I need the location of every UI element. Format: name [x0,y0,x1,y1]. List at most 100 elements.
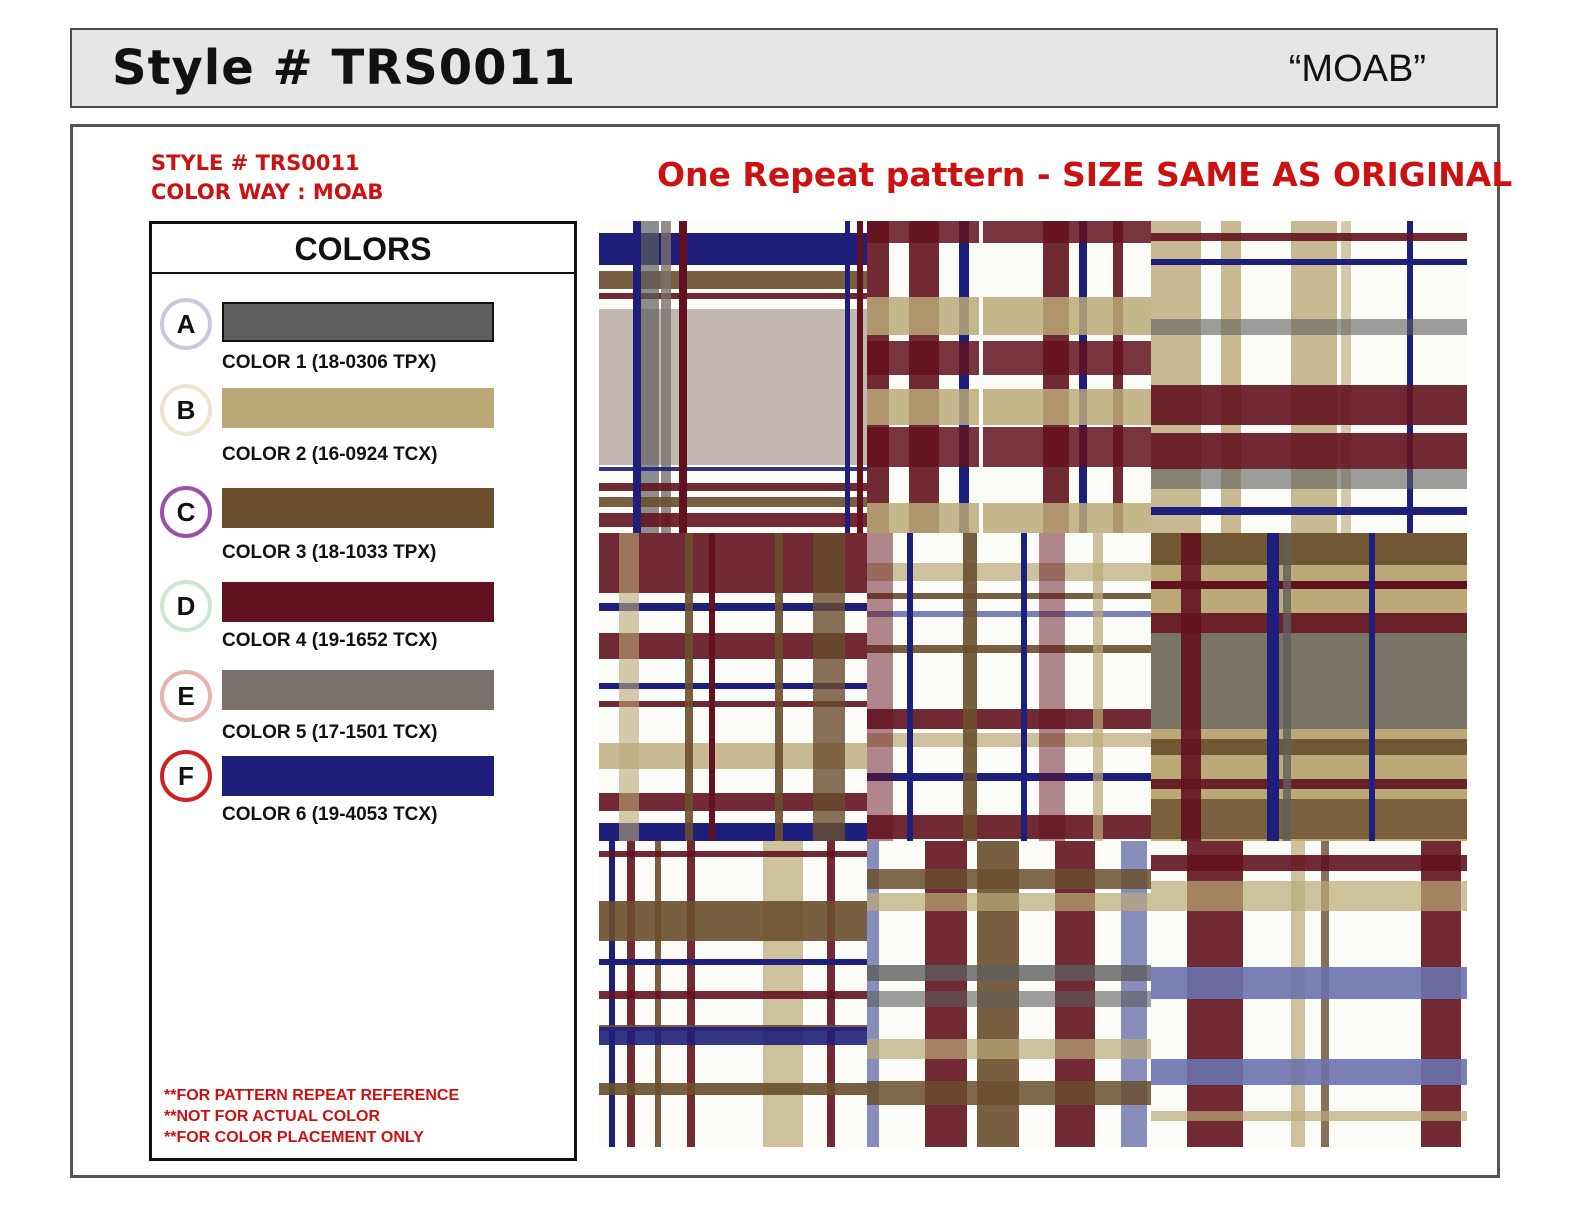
plaid-tile-6 [1151,533,1467,841]
plaid-weft-stripe [1151,967,1467,999]
plaid-weft-stripe [599,1083,867,1095]
plaid-weft-stripe [1151,319,1467,335]
plaid-weft-stripe [867,1081,1151,1105]
plaid-warp-stripe [845,221,850,533]
plaid-weft-stripe [1151,1111,1467,1121]
plaid-weft-stripe [867,221,1151,243]
plaid-warp-stripe [1407,221,1413,533]
plaid-warp-stripe [1093,533,1103,841]
title-bar: Style # TRS0011 “MOAB” [70,28,1498,108]
spec-sheet: STYLE # TRS0011 COLOR WAY : MOAB One Rep… [70,124,1512,1178]
plaid-tile-2 [867,221,1151,533]
plaid-warp-stripe [709,533,715,841]
style-title: Style # TRS0011 [112,40,577,96]
plaid-weft-stripe [867,427,1151,467]
color-chip [222,388,494,428]
color-chip [222,756,494,796]
plaid-warp-stripe [909,221,939,533]
plaid-tile-5 [867,533,1151,841]
plaid-warp-stripe [1021,533,1027,841]
plaid-weft-stripe [599,701,867,707]
plaid-weft-stripe [867,773,1151,781]
plaid-weft-stripe [867,563,1151,581]
note-line: **FOR COLOR PLACEMENT ONLY [164,1129,424,1146]
plaid-warp-stripe [1283,533,1291,841]
plaid-weft-stripe [867,1039,1151,1059]
plaid-warp-stripe [959,221,969,533]
swatch-badge: F [160,750,212,802]
plaid-warp-stripe [867,221,889,533]
plaid-weft-stripe [867,645,1151,653]
plaid-weft-stripe [599,513,867,527]
plaid-2 [867,221,1151,533]
plaid-weft-stripe [1151,1059,1467,1085]
plaid-weft-stripe [867,869,1151,889]
plaid-warp-stripe [907,533,913,841]
plaid-warp-stripe [679,221,687,533]
plaid-warp-stripe [1369,533,1375,841]
plaid-weft-stripe [1151,469,1467,489]
plaid-weft-stripe [1151,533,1467,565]
plaid-warp-stripe [633,221,641,533]
plaid-weft-stripe [867,991,1151,1007]
plaid-weft-stripe [867,965,1151,981]
plaid-weft-stripe [867,503,1151,533]
color-label: COLOR 5 (17-1501 TCX) [222,722,438,743]
plaid-warp-stripe [963,533,977,841]
plaid-weft-stripe [599,823,867,841]
plaid-weft-stripe [599,991,867,999]
plaid-weft-stripe [1151,739,1467,755]
plaid-warp-stripe [685,533,693,841]
swatch-badge: D [160,580,212,632]
plaid-8 [867,841,1151,1147]
swatch-badge: B [160,384,212,436]
plaid-warp-stripe [775,533,783,841]
plaid-weft-stripe [867,709,1151,729]
plaid-weft-stripe [867,297,1151,335]
plaid-weft-stripe [599,293,867,299]
plaid-tile-7 [599,841,867,1147]
pattern-grid [599,221,1469,1149]
plaid-warp-stripe [813,533,845,841]
plaid-warp-stripe [1043,221,1069,533]
plaid-9 [1151,841,1467,1147]
plaid-weft-stripe [599,793,867,811]
plaid-weft-stripe [867,733,1151,747]
plaid-weft-stripe [1151,259,1467,265]
color-chip [222,582,494,622]
plaid-warp-stripe [1039,533,1065,841]
plaid-3 [1151,221,1467,533]
plaid-weft-stripe [867,815,1151,839]
plaid-weft-stripe [1151,799,1467,839]
plaid-weft-stripe [1151,433,1467,469]
plaid-weft-stripe [867,341,1151,375]
swatch-badge: C [160,486,212,538]
plaid-weft-stripe [599,497,867,507]
colors-panel: COLORS A COLOR 1 (18-0306 TPX) B COLOR 2… [149,221,577,1161]
color-chip [222,488,494,528]
plaid-warp-stripe [1113,221,1123,533]
plaid-weft-stripe [1151,633,1467,729]
plaid-warp-stripe [867,533,893,841]
plaid-weft-stripe [1151,613,1467,633]
plaid-weft-stripe [1151,507,1467,515]
plaid-1 [599,221,867,533]
plaid-weft-stripe [599,1027,867,1045]
plaid-tile-8 [867,841,1151,1147]
swatch-badge: E [160,670,212,722]
colors-title: COLORS [152,224,574,274]
plaid-weft-stripe [867,611,1151,617]
plaid-weft-stripe [599,483,867,491]
note-line: **FOR PATTERN REPEAT REFERENCE [164,1087,460,1104]
style-number: STYLE # TRS0011 [151,151,360,175]
plaid-weft-stripe [1151,779,1467,789]
plaid-weft-stripe [1151,233,1467,241]
plaid-weft-stripe [599,851,867,857]
notes: **FOR PATTERN REPEAT REFERENCE **NOT FOR… [164,1085,459,1148]
plaid-warp-stripe [639,221,659,533]
color-chip [222,670,494,710]
plaid-weft-stripe [867,389,1151,425]
plaid-weft-stripe [599,467,867,471]
color-chip [222,302,494,342]
plaid-weft-stripe [867,893,1151,911]
